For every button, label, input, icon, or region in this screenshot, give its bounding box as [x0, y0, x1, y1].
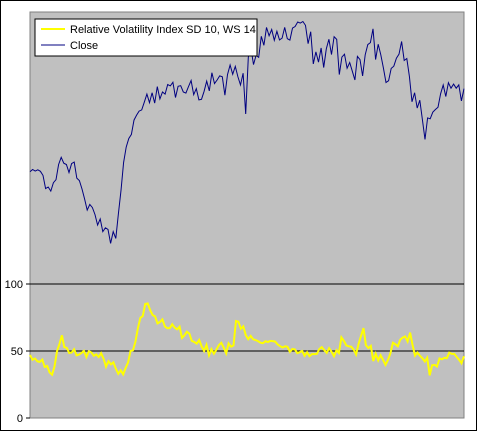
legend-label-rvi: Relative Volatility Index SD 10, WS 14	[70, 24, 256, 36]
y-tick-label-0: 0	[17, 413, 23, 425]
legend-label-close: Close	[70, 40, 98, 52]
y-tick-label-50: 50	[11, 346, 23, 358]
y-tick-label-100: 100	[5, 279, 23, 291]
y-axis-ticks: 0 50 100	[5, 279, 30, 425]
price-plot-area	[29, 11, 465, 285]
legend: Relative Volatility Index SD 10, WS 14 C…	[34, 18, 258, 57]
rvi-series-line	[29, 302, 465, 377]
legend-box	[34, 18, 258, 57]
close-series-line	[29, 20, 465, 244]
